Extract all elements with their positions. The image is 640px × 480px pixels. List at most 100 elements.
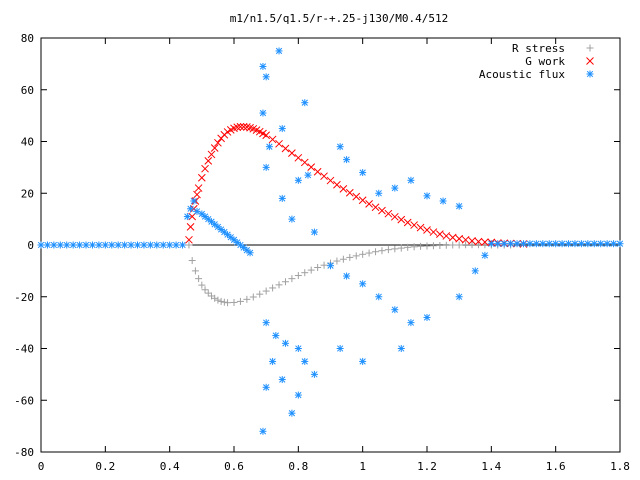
data-point [262, 163, 270, 171]
data-point [407, 176, 415, 184]
data-point [265, 143, 273, 151]
x-tick-label: 1.6 [546, 460, 566, 473]
data-point [230, 298, 238, 306]
data-point [236, 297, 244, 305]
data-point [37, 241, 45, 249]
data-point [294, 391, 302, 399]
data-point [262, 383, 270, 391]
data-point [262, 287, 270, 295]
y-tick-label: -20 [14, 291, 34, 304]
data-point [246, 249, 254, 257]
data-point [391, 306, 399, 314]
data-point [500, 240, 508, 248]
data-point [204, 289, 212, 297]
data-point [294, 176, 302, 184]
legend-label: G work [525, 55, 565, 68]
data-point [448, 233, 457, 242]
data-point [404, 243, 412, 251]
legend-marker [586, 70, 594, 78]
data-point [384, 209, 393, 218]
legend-marker [586, 57, 594, 65]
data-point [442, 241, 450, 249]
legend-label: Acoustic flux [479, 68, 565, 81]
data-point [313, 167, 322, 176]
data-point [365, 249, 373, 257]
data-point [275, 47, 283, 55]
data-point [333, 180, 341, 189]
data-point [565, 240, 573, 248]
y-tick-label: 20 [21, 187, 34, 200]
data-point [193, 190, 201, 199]
data-point [584, 240, 592, 248]
data-point [532, 240, 540, 248]
data-point [461, 235, 470, 244]
data-point [294, 272, 302, 280]
data-point [207, 150, 216, 159]
data-point [300, 158, 309, 167]
data-point [63, 241, 71, 249]
data-point [195, 275, 203, 283]
x-tick-label: 0.8 [288, 460, 308, 473]
data-point [56, 241, 64, 249]
data-point [320, 172, 328, 181]
data-point [185, 235, 193, 244]
data-point [288, 149, 296, 157]
data-point [76, 241, 84, 249]
y-tick-label: -40 [14, 343, 34, 356]
x-tick-label: 1.2 [417, 460, 437, 473]
data-point [358, 196, 367, 205]
data-point [268, 135, 277, 144]
x-tick-label: 0.4 [160, 460, 180, 473]
data-point [262, 131, 271, 140]
chart-title: m1/n1.5/q1.5/r-+.25-j130/M0.4/512 [230, 12, 449, 25]
data-point [278, 376, 286, 384]
data-point [314, 264, 322, 272]
data-point [294, 345, 302, 352]
x-axis: 0 0.2 0.4 0.6 0.8 1 1.2 1.4 1.6 1.8 [38, 38, 630, 473]
x-tick-label: 0.2 [95, 460, 115, 473]
data-point [194, 184, 203, 192]
data-point [190, 197, 198, 205]
data-point [301, 99, 309, 107]
data-point [345, 188, 354, 197]
data-point [359, 169, 367, 177]
data-point [416, 223, 425, 232]
data-point [127, 241, 135, 249]
data-point [288, 275, 296, 283]
data-point [403, 218, 412, 227]
data-point [186, 223, 195, 231]
data-point [339, 184, 348, 193]
data-point [214, 138, 222, 147]
data-point [407, 319, 415, 327]
data-point [179, 241, 187, 249]
data-point [214, 296, 222, 304]
y-tick-label: 40 [21, 136, 34, 149]
data-point [211, 294, 219, 302]
data-point [307, 266, 315, 274]
data-point [220, 298, 228, 306]
data-point [423, 313, 431, 321]
data-point [134, 241, 141, 249]
data-point [372, 248, 380, 256]
series-acoustic-flux [37, 47, 624, 435]
data-point [455, 293, 463, 301]
data-point [188, 257, 196, 265]
data-point [462, 241, 470, 249]
data-point [187, 205, 195, 213]
data-point [352, 192, 361, 201]
data-point [352, 252, 360, 260]
series-r-stress [185, 241, 515, 307]
data-point [481, 251, 489, 259]
data-point [359, 280, 367, 288]
data-point [520, 240, 527, 248]
data-point [410, 243, 418, 251]
data-point [236, 122, 245, 131]
data-point [172, 241, 180, 249]
data-point [365, 200, 373, 208]
data-point [577, 240, 585, 248]
data-point [201, 286, 209, 294]
data-point [275, 139, 283, 148]
data-point [545, 240, 553, 248]
data-point [262, 319, 270, 327]
